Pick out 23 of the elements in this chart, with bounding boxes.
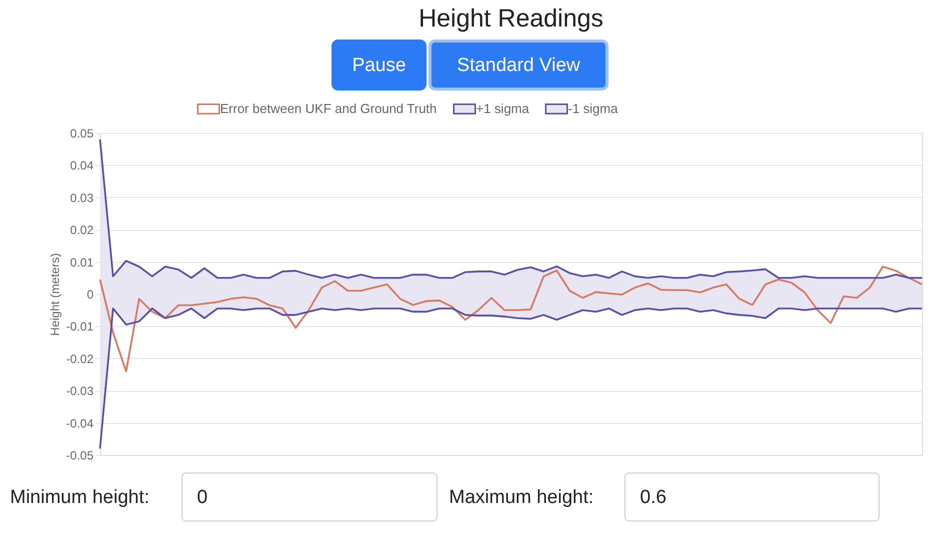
y-tick-label: -0.02 [66,352,94,366]
y-tick-label: 0.02 [70,223,94,238]
y-tick-label: 0.03 [70,190,94,205]
text: 0.6 [640,487,666,508]
text: Standard View [456,55,580,76]
text: Maximum height: [449,487,594,508]
y-tick-label: -0.05 [66,448,94,462]
y-tick-label: -0.03 [66,384,94,398]
y-tick-label: 0.01 [70,255,94,270]
text: 0 [197,487,208,508]
y-tick-label: -0.01 [66,320,94,334]
y-axis-title: Height (meters) [48,253,62,336]
legend-label: Error between UKF and Ground Truth [220,100,437,116]
line-series [99,266,923,372]
legend-label: -1 sigma [568,100,619,116]
y-tick-label: 0.04 [70,158,94,173]
chart-title: Height Readings [418,4,604,32]
text: Minimum height: [10,487,150,508]
y-tick-label: -0.04 [66,416,94,430]
y-tick-label: 0.05 [70,126,94,140]
legend-label: +1 sigma [476,100,530,116]
y-tick-label: 0 [86,288,94,302]
text: Pause [352,55,406,76]
